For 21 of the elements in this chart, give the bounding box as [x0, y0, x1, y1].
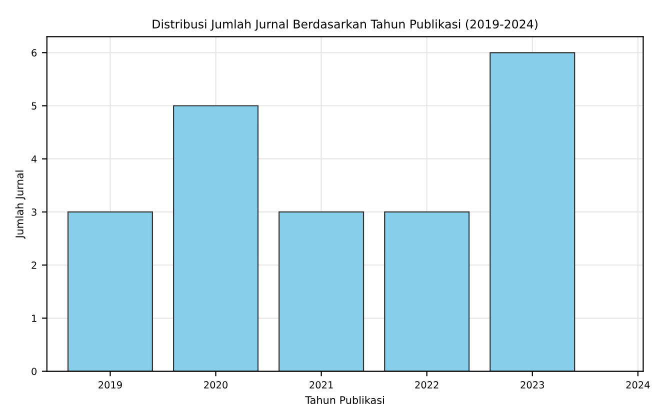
- y-tick-label: 1: [32, 314, 36, 322]
- x-tick-label: 2021: [310, 381, 333, 389]
- y-tick-label: 2: [32, 262, 36, 269]
- y-tick-label: 0: [32, 368, 37, 376]
- y-tick-label: 4: [31, 155, 37, 163]
- y-tick-label: 5: [32, 102, 36, 110]
- x-tick-label: 2024: [626, 381, 650, 389]
- x-axis-title: Tahun Publikasi: [305, 396, 384, 404]
- bar: [172, 105, 259, 372]
- bar: [278, 211, 364, 372]
- x-tick-label: 2019: [98, 381, 122, 389]
- bar: [384, 211, 470, 372]
- y-axis-title: Jumlah Jurnal: [15, 170, 26, 239]
- x-tick-label: 2023: [520, 381, 544, 389]
- bar: [490, 52, 576, 372]
- x-tick-label: 2020: [204, 381, 228, 389]
- bar: [67, 211, 153, 372]
- chart-title: Distribusi Jumlah Jurnal Berdasarkan Tahun Publikasi (2019-2024): [152, 19, 538, 31]
- x-tick-label: 2022: [415, 381, 438, 389]
- y-tick-label: 6: [32, 49, 37, 56]
- y-tick-label: 3: [32, 208, 36, 216]
